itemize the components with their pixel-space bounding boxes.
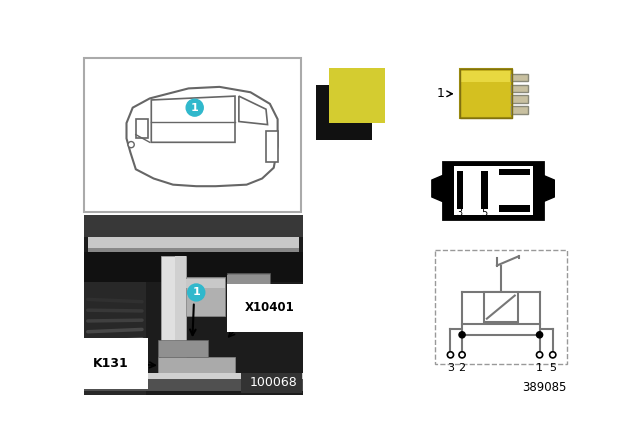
Bar bbox=[175, 255, 186, 363]
Circle shape bbox=[459, 332, 465, 338]
Bar bbox=[84, 252, 303, 282]
Text: 3: 3 bbox=[447, 363, 454, 373]
Text: 1: 1 bbox=[536, 363, 543, 373]
Bar bbox=[454, 166, 532, 215]
Bar bbox=[511, 85, 528, 92]
Text: K131: K131 bbox=[93, 357, 129, 370]
Text: 2: 2 bbox=[458, 363, 466, 373]
Bar bbox=[84, 282, 146, 395]
Bar bbox=[499, 169, 529, 176]
Bar bbox=[511, 74, 528, 82]
Bar bbox=[435, 250, 566, 364]
Circle shape bbox=[188, 284, 205, 301]
Bar bbox=[316, 85, 372, 140]
Polygon shape bbox=[127, 87, 278, 186]
Text: 3: 3 bbox=[457, 208, 463, 218]
Bar bbox=[157, 340, 208, 357]
Bar bbox=[186, 279, 225, 288]
Bar bbox=[484, 293, 518, 322]
Polygon shape bbox=[151, 96, 235, 142]
Circle shape bbox=[536, 332, 543, 338]
Bar bbox=[460, 69, 513, 118]
Bar bbox=[461, 71, 510, 82]
Bar bbox=[457, 171, 463, 208]
Bar bbox=[227, 273, 270, 315]
Bar bbox=[266, 131, 278, 162]
Text: 2: 2 bbox=[536, 203, 543, 214]
Bar bbox=[481, 171, 488, 208]
Text: 100068: 100068 bbox=[249, 376, 297, 389]
Text: 5: 5 bbox=[481, 208, 488, 218]
Circle shape bbox=[536, 352, 543, 358]
Polygon shape bbox=[239, 96, 268, 125]
Bar bbox=[84, 215, 303, 237]
Bar bbox=[157, 357, 235, 373]
Bar bbox=[84, 373, 303, 379]
Text: 5: 5 bbox=[549, 363, 556, 373]
Bar bbox=[511, 106, 528, 114]
Polygon shape bbox=[136, 119, 148, 138]
Polygon shape bbox=[432, 176, 443, 202]
Bar bbox=[499, 206, 529, 211]
Bar bbox=[443, 162, 543, 220]
Circle shape bbox=[447, 352, 454, 358]
Bar bbox=[460, 69, 513, 118]
Bar bbox=[186, 277, 225, 315]
Bar bbox=[88, 237, 300, 248]
Bar bbox=[84, 215, 303, 395]
Bar bbox=[462, 324, 540, 335]
Text: 1: 1 bbox=[191, 103, 198, 112]
Text: 1: 1 bbox=[193, 288, 200, 297]
Text: 1: 1 bbox=[436, 87, 444, 100]
Bar bbox=[511, 95, 528, 103]
Polygon shape bbox=[543, 176, 554, 202]
Text: 389085: 389085 bbox=[522, 381, 566, 394]
Circle shape bbox=[550, 352, 556, 358]
Circle shape bbox=[128, 142, 134, 148]
Circle shape bbox=[186, 99, 204, 116]
Bar bbox=[241, 373, 301, 393]
Bar bbox=[329, 68, 385, 123]
Bar bbox=[84, 58, 301, 211]
Bar bbox=[84, 379, 303, 391]
Circle shape bbox=[459, 352, 465, 358]
Text: X10401: X10401 bbox=[245, 302, 295, 314]
Bar bbox=[88, 248, 300, 252]
Bar bbox=[227, 275, 270, 284]
Bar bbox=[161, 255, 186, 363]
Text: 1: 1 bbox=[536, 168, 543, 177]
